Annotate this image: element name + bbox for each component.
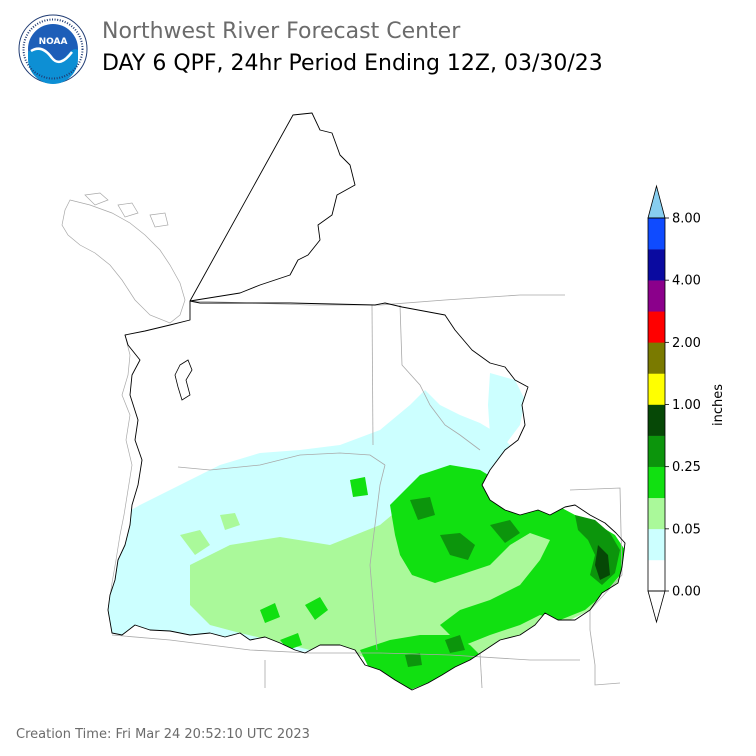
page-title: Northwest River Forecast Center: [102, 19, 461, 44]
vancouver-island-coast: [61, 199, 186, 324]
colorbar-bin: [648, 559, 665, 592]
precip-0-25-mid: [410, 497, 520, 560]
washington-coast: [107, 334, 133, 611]
ut-line: [479, 652, 483, 689]
or-ca-nv-border: [111, 634, 580, 661]
colorbar-under-triangle: [647, 590, 666, 624]
colorbar-tick-label: 2.00: [672, 336, 701, 351]
precip-0-05-west: [180, 513, 300, 595]
precip-fill: [108, 113, 625, 690]
precip-0-10-east: [390, 465, 625, 645]
colorbar-bin: [648, 404, 665, 436]
colorbar-tick-label: 0.00: [672, 585, 701, 600]
noaa-logo-text: NOAA: [39, 37, 68, 47]
precip-0-50-east: [595, 545, 610, 580]
colorbar-bin: [648, 311, 665, 343]
precip-0-01-north: [488, 373, 525, 445]
colorbar-bin: [648, 342, 665, 374]
wa-id-border: [371, 304, 374, 446]
colorbar-over-triangle: [647, 184, 666, 219]
colorbar-bin: [648, 249, 665, 281]
colorbar-tick-label: 0.05: [672, 522, 701, 537]
id-mt-border: [399, 304, 481, 451]
puget-sound-outline: [174, 359, 193, 401]
noaa-logo: NOAA: [18, 14, 88, 84]
colorbar-bin: [648, 528, 665, 561]
small-islands: [84, 192, 169, 228]
basin-outline: [107, 112, 626, 691]
creation-time: Creation Time: Fri Mar 24 20:52:10 UTC 2…: [16, 727, 310, 742]
colorbar-tick-label: 4.00: [672, 274, 701, 289]
wa-or-border: [177, 452, 386, 471]
colorbar-bin: [648, 218, 665, 250]
or-id-border: [369, 464, 386, 651]
colorbar-tick-label: 1.00: [672, 398, 701, 413]
page-subtitle: DAY 6 QPF, 24hr Period Ending 12Z, 03/30…: [102, 51, 603, 76]
colorbar-bin: [648, 497, 665, 530]
wy-east: [569, 487, 623, 686]
precip-0-25-south: [405, 635, 465, 667]
colorbar: 0.00 0.05 0.25 1.00 2.00 4.00 8.00 inches: [647, 184, 726, 624]
precip-0-10-west: [260, 477, 368, 650]
colorbar-bin: [648, 280, 665, 312]
qpf-map: [61, 112, 626, 691]
colorbar-bin: [648, 435, 665, 467]
colorbar-bin: [648, 373, 665, 405]
colorbar-ticks: 0.00 0.05 0.25 1.00 2.00 4.00 8.00: [665, 212, 701, 600]
colorbar-tick-label: 8.00: [672, 212, 701, 227]
colorbar-tick-label: 0.25: [672, 460, 701, 475]
colorbar-bin: [648, 466, 665, 499]
colorbar-bins: [648, 218, 665, 592]
colorbar-unit-label: inches: [711, 384, 726, 426]
